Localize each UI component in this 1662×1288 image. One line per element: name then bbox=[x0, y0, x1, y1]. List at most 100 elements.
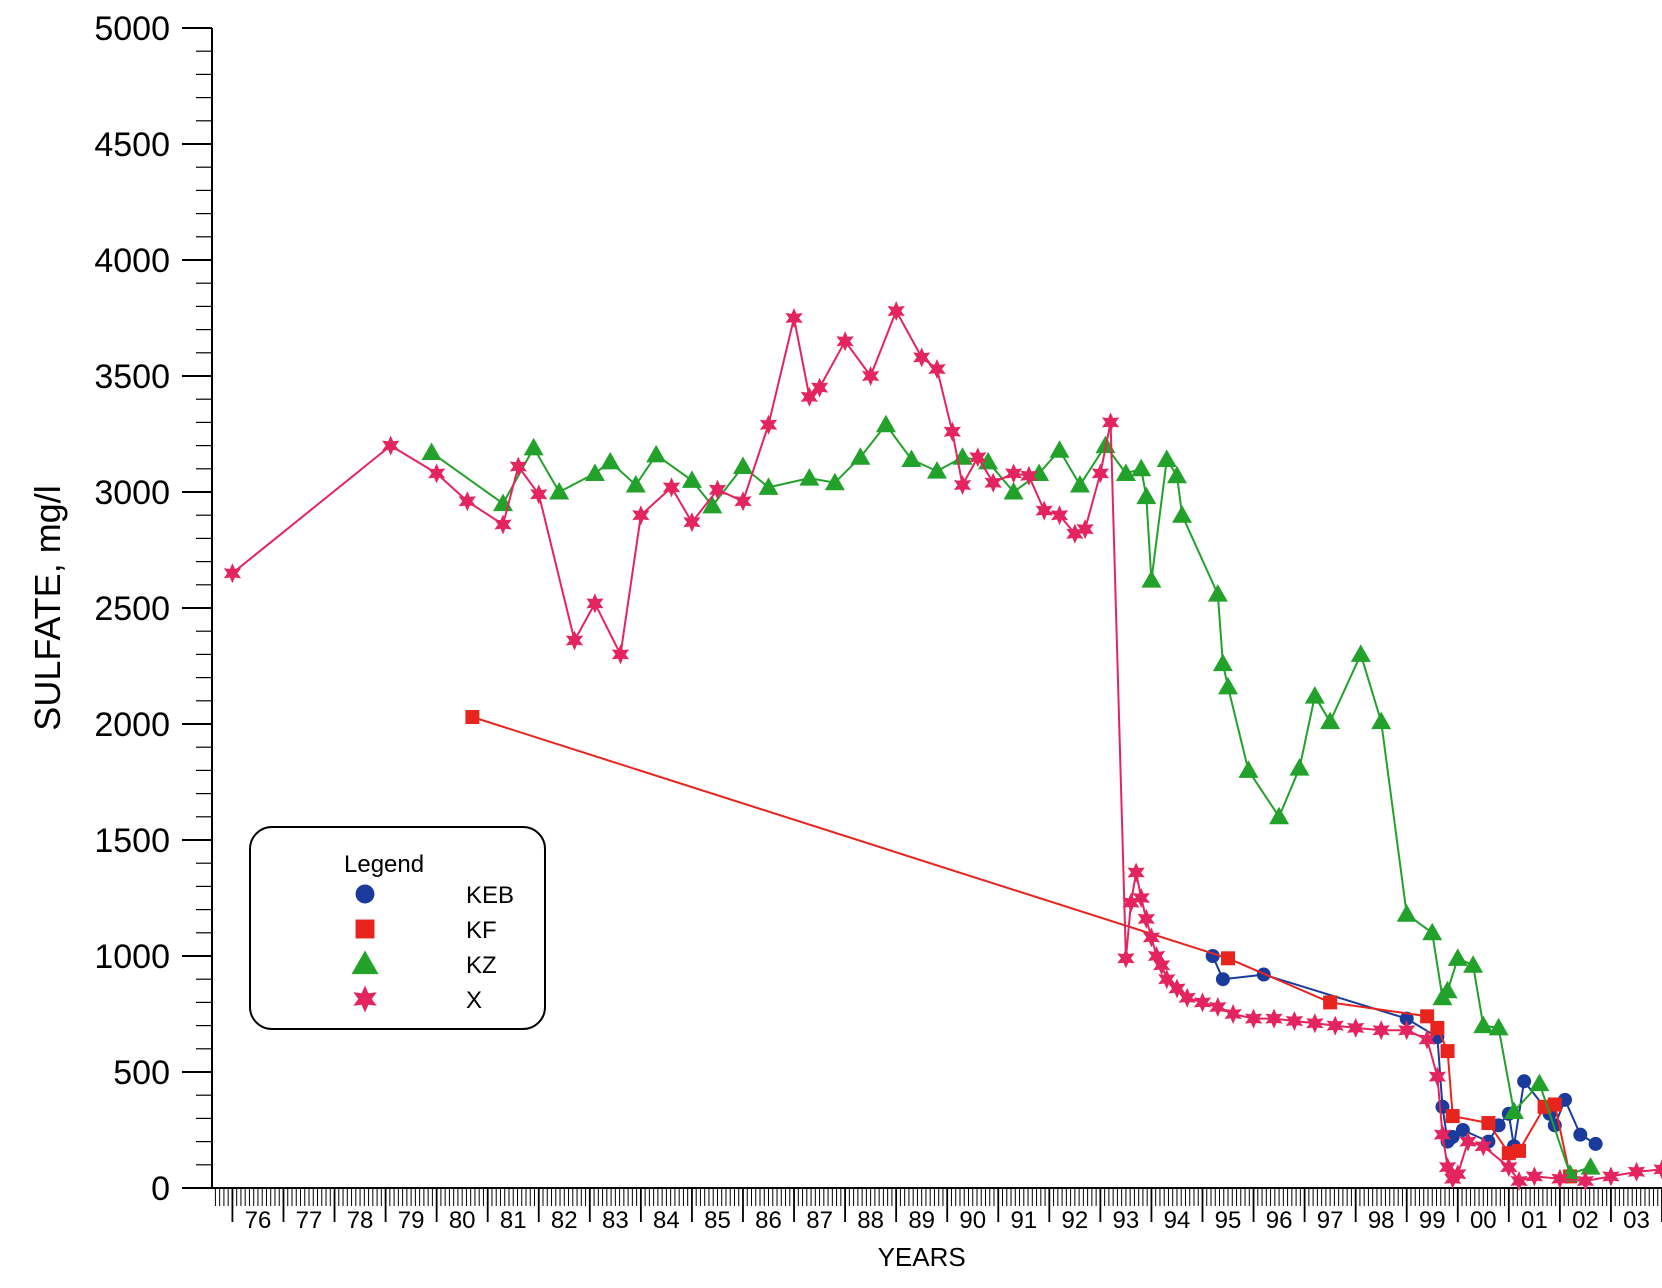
data-point-x bbox=[611, 644, 630, 665]
legend-marker-keb bbox=[355, 884, 375, 904]
data-point-keb bbox=[1588, 1136, 1603, 1151]
data-point-x bbox=[1101, 412, 1120, 433]
data-point-x bbox=[1117, 948, 1135, 969]
data-point-x bbox=[1551, 1168, 1569, 1189]
data-point-kz bbox=[1172, 505, 1193, 523]
data-point-x bbox=[969, 447, 987, 468]
y-tick-label: 2500 bbox=[94, 590, 170, 628]
legend-label-x: X bbox=[466, 987, 482, 1014]
legend-title: Legend bbox=[344, 851, 424, 878]
data-series bbox=[223, 301, 1662, 1191]
data-point-x bbox=[1449, 1164, 1467, 1185]
legend-marker-kz bbox=[351, 950, 379, 975]
data-point-kz bbox=[1141, 570, 1162, 588]
axes: 0 500 1000 1500 2000 2500 3000 3500 4000 4500 5000… bbox=[94, 10, 1662, 1234]
data-point-kz bbox=[1304, 686, 1325, 704]
data-point-x bbox=[1347, 1017, 1365, 1038]
data-point-kz bbox=[600, 451, 621, 470]
data-point-kz bbox=[799, 468, 820, 486]
data-point-x bbox=[1158, 969, 1176, 990]
legend-item-x: X bbox=[353, 985, 482, 1014]
data-point-x bbox=[1122, 892, 1140, 913]
x-tick-label: 00 bbox=[1470, 1207, 1497, 1234]
x-tick-label: 88 bbox=[857, 1207, 884, 1234]
data-point-kz bbox=[1350, 644, 1371, 662]
data-point-x bbox=[1500, 1157, 1518, 1178]
data-point-x bbox=[632, 505, 650, 526]
y-tick-label: 0 bbox=[151, 1170, 170, 1208]
data-point-x bbox=[586, 593, 604, 614]
x-tick-label: 77 bbox=[296, 1207, 323, 1234]
data-point-x bbox=[887, 301, 905, 321]
data-point-x bbox=[1132, 888, 1150, 908]
y-axis-title: SULFATE, mg/l bbox=[27, 485, 68, 730]
x-tick-label: 78 bbox=[347, 1207, 374, 1234]
x-tick-label: 99 bbox=[1419, 1207, 1446, 1234]
x-tick-label: 90 bbox=[959, 1207, 986, 1234]
series-kz bbox=[421, 414, 1601, 1182]
series-keb bbox=[1205, 949, 1603, 1154]
data-point-x bbox=[1418, 1029, 1436, 1050]
data-point-kz bbox=[824, 472, 845, 491]
x-tick-label: 94 bbox=[1164, 1207, 1191, 1234]
data-point-kz bbox=[1371, 711, 1392, 730]
data-point-x bbox=[382, 435, 400, 456]
data-point-kz bbox=[1156, 449, 1177, 468]
legend: Legend KEB KF KZ X bbox=[249, 826, 546, 1030]
data-point-x bbox=[759, 414, 778, 435]
data-point-kf bbox=[1430, 1020, 1445, 1035]
data-point-x bbox=[1510, 1171, 1528, 1191]
x-tick-label: 91 bbox=[1010, 1207, 1037, 1234]
data-point-kz bbox=[850, 447, 871, 465]
data-point-x bbox=[1525, 1166, 1543, 1187]
data-point-kf bbox=[465, 710, 480, 725]
data-point-kz bbox=[1580, 1157, 1601, 1175]
data-point-kf bbox=[1547, 1097, 1562, 1112]
x-tick-label: 76 bbox=[245, 1207, 272, 1234]
y-axis-ticks: 0 500 1000 1500 2000 2500 3000 3500 4000 4500 5000 bbox=[94, 10, 212, 1208]
data-point-x bbox=[1142, 927, 1161, 948]
data-point-keb bbox=[1573, 1127, 1588, 1142]
x-tick-label: 92 bbox=[1062, 1207, 1089, 1234]
y-tick-label: 4500 bbox=[94, 126, 170, 164]
data-point-kz bbox=[1069, 475, 1090, 493]
data-point-x bbox=[953, 475, 972, 495]
data-point-kz bbox=[1473, 1015, 1494, 1034]
data-point-x bbox=[1168, 978, 1186, 999]
data-point-x bbox=[1428, 1066, 1446, 1087]
data-point-x bbox=[1627, 1161, 1646, 1182]
x-tick-label: 89 bbox=[908, 1207, 935, 1234]
data-point-kz bbox=[584, 463, 605, 481]
x-axis-ticks: 76 77 78 79 80 81 82 83 84 85 86 87 88 89 90 91 92 93 94 95… bbox=[214, 1188, 1662, 1234]
data-point-x bbox=[913, 347, 931, 368]
data-point-x bbox=[1576, 1171, 1595, 1191]
data-point-x bbox=[862, 366, 880, 386]
y-tick-label: 3500 bbox=[94, 358, 170, 396]
x-tick-label: 82 bbox=[551, 1207, 578, 1234]
x-tick-label: 86 bbox=[755, 1207, 782, 1234]
data-point-x bbox=[1306, 1013, 1324, 1034]
x-tick-label: 80 bbox=[449, 1207, 476, 1234]
data-point-keb bbox=[1517, 1074, 1532, 1089]
data-point-kz bbox=[1115, 463, 1136, 481]
data-point-x bbox=[1474, 1136, 1492, 1157]
legend-label-keb: KEB bbox=[466, 882, 514, 909]
data-point-x bbox=[1653, 1159, 1662, 1180]
data-point-kf bbox=[1221, 951, 1236, 966]
data-point-x bbox=[1433, 1124, 1452, 1145]
data-point-x bbox=[1285, 1011, 1304, 1031]
legend-item-keb: KEB bbox=[355, 882, 514, 909]
x-axis-title: YEARS bbox=[878, 1242, 966, 1272]
data-point-x bbox=[1326, 1015, 1344, 1036]
legend-item-kz: KZ bbox=[351, 950, 497, 979]
x-tick-label: 97 bbox=[1317, 1207, 1344, 1234]
data-point-kz bbox=[702, 495, 723, 514]
data-point-x bbox=[984, 472, 1002, 493]
data-point-x bbox=[943, 421, 961, 442]
data-point-x bbox=[1265, 1008, 1283, 1029]
data-point-x bbox=[836, 331, 854, 352]
data-point-kz bbox=[758, 477, 779, 495]
data-point-kz bbox=[1320, 711, 1341, 730]
data-point-kf bbox=[1512, 1143, 1527, 1158]
